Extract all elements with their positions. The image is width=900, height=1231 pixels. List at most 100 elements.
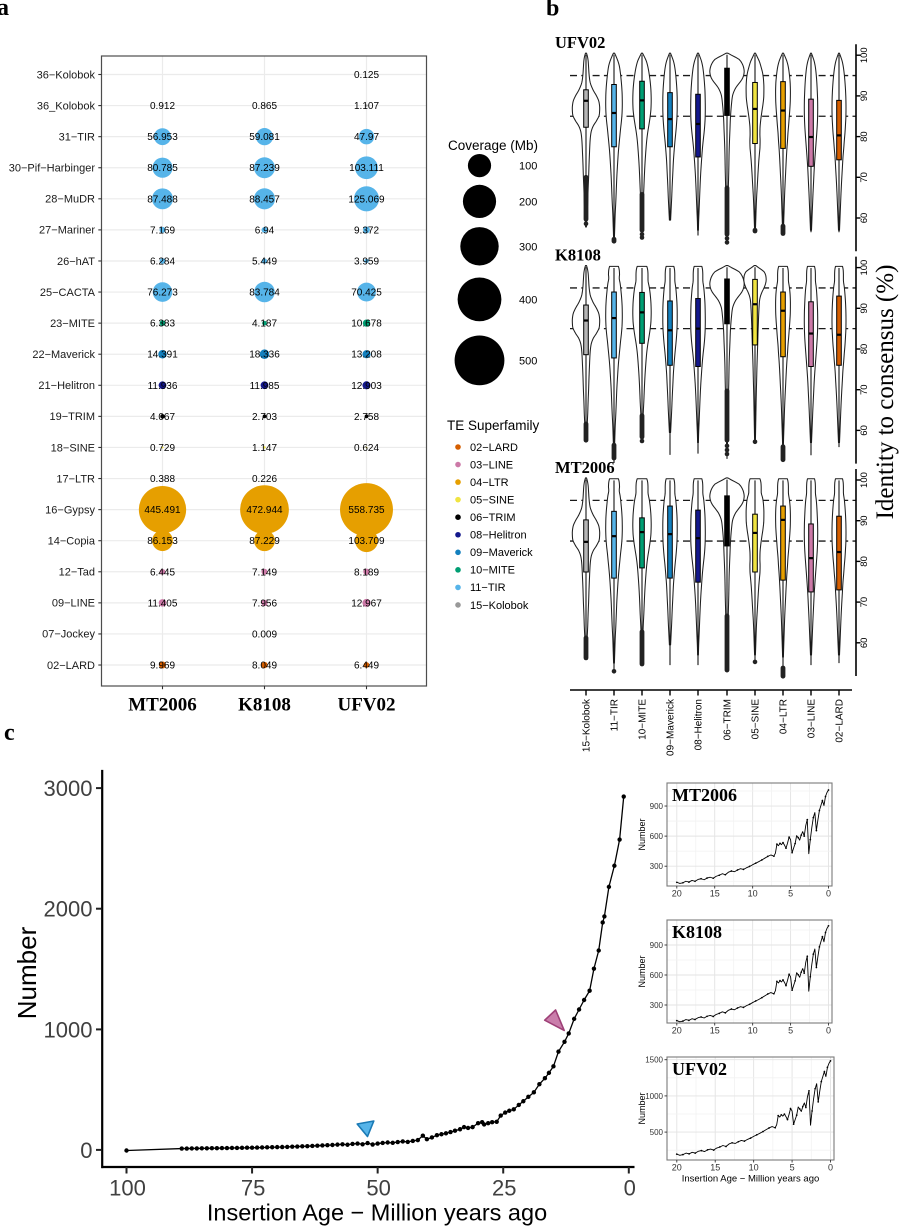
svg-text:21−Helitron: 21−Helitron [38,380,95,392]
svg-text:27−Mariner: 27−Mariner [39,225,95,237]
svg-text:10: 10 [749,1163,759,1173]
svg-text:1.107: 1.107 [354,101,379,112]
svg-text:0: 0 [828,1163,833,1173]
svg-text:0: 0 [624,1176,636,1201]
svg-text:900: 900 [650,802,664,811]
svg-text:K8108: K8108 [672,922,722,942]
svg-text:70.425: 70.425 [351,288,382,299]
svg-text:80.785: 80.785 [147,163,178,174]
svg-text:b: b [546,0,559,22]
svg-text:Insertion Age − Million years: Insertion Age − Million years ago [207,1200,547,1226]
svg-text:K8108: K8108 [238,695,291,716]
svg-text:09−Maverick: 09−Maverick [666,698,677,756]
svg-text:10.678: 10.678 [351,319,382,330]
svg-text:0.865: 0.865 [252,101,277,112]
svg-text:88.457: 88.457 [249,194,280,205]
svg-text:90: 90 [859,515,870,526]
svg-text:60: 60 [859,425,870,436]
svg-text:20: 20 [672,1163,682,1173]
svg-text:5: 5 [788,1026,793,1036]
svg-text:472.944: 472.944 [246,505,283,516]
svg-text:1.147: 1.147 [252,443,277,454]
svg-text:10: 10 [748,889,758,899]
svg-text:06−TRIM: 06−TRIM [470,512,516,524]
svg-text:Number: Number [637,818,647,850]
svg-text:9.969: 9.969 [150,661,175,672]
svg-text:11.405: 11.405 [148,598,178,609]
svg-text:5.449: 5.449 [252,257,277,268]
svg-text:558.735: 558.735 [348,505,385,516]
svg-text:Insertion Age − Million years: Insertion Age − Million years ago [682,1174,820,1185]
svg-text:36_Kolobok: 36_Kolobok [37,100,96,112]
svg-text:0.125: 0.125 [354,70,379,81]
svg-text:16−Gypsy: 16−Gypsy [45,504,95,516]
svg-text:Number: Number [12,926,42,1019]
svg-text:04−LTR: 04−LTR [470,477,509,489]
svg-text:11−TIR: 11−TIR [470,582,506,594]
svg-text:12.903: 12.903 [351,381,382,392]
svg-text:2000: 2000 [44,897,93,922]
svg-text:87.239: 87.239 [249,163,280,174]
svg-text:11.985: 11.985 [250,381,280,392]
svg-text:25−CACTA: 25−CACTA [40,287,96,299]
svg-text:UFV02: UFV02 [555,33,605,52]
svg-text:4.187: 4.187 [252,319,277,330]
svg-text:600: 600 [650,971,664,980]
svg-text:Coverage (Mb): Coverage (Mb) [448,138,538,153]
svg-text:6.445: 6.445 [150,567,175,578]
svg-text:103.709: 103.709 [348,536,385,547]
svg-text:Number: Number [637,955,647,987]
svg-text:70: 70 [859,384,870,395]
svg-text:09−LINE: 09−LINE [52,598,95,610]
svg-text:08−Helitron: 08−Helitron [470,530,527,542]
svg-text:900: 900 [650,941,664,950]
svg-text:0.729: 0.729 [150,443,175,454]
svg-text:02−LARD: 02−LARD [470,442,518,454]
svg-text:22−Maverick: 22−Maverick [32,349,95,361]
svg-text:UFV02: UFV02 [337,695,395,716]
svg-text:20: 20 [672,1026,682,1036]
svg-text:70: 70 [859,597,870,608]
svg-text:28−MuDR: 28−MuDR [45,194,95,206]
svg-text:5: 5 [788,889,793,899]
svg-text:90: 90 [859,303,870,314]
svg-text:100: 100 [109,1176,146,1201]
svg-text:2.703: 2.703 [252,412,277,423]
svg-text:MT2006: MT2006 [555,458,615,477]
svg-text:7.169: 7.169 [150,225,175,236]
svg-text:125.069: 125.069 [348,194,385,205]
svg-text:05−SINE: 05−SINE [751,699,762,740]
svg-text:103.111: 103.111 [349,163,384,174]
svg-text:100: 100 [859,260,870,276]
svg-text:56.953: 56.953 [147,132,178,143]
svg-text:59.081: 59.081 [249,132,280,143]
svg-text:0.009: 0.009 [252,629,277,640]
svg-text:6.383: 6.383 [150,319,175,330]
svg-text:07−Jockey: 07−Jockey [42,629,95,641]
svg-text:15−Kolobok: 15−Kolobok [582,698,593,752]
svg-text:06−TRIM: 06−TRIM [723,699,734,740]
svg-text:80: 80 [859,131,870,142]
svg-text:0: 0 [826,889,831,899]
svg-text:09−Maverick: 09−Maverick [470,547,533,559]
svg-text:87.229: 87.229 [249,536,280,547]
svg-text:15−Kolobok: 15−Kolobok [470,600,529,612]
svg-text:6.94: 6.94 [255,225,275,236]
svg-text:14−Copia: 14−Copia [48,536,96,548]
svg-text:5: 5 [790,1163,795,1173]
svg-text:9.372: 9.372 [354,225,379,236]
svg-text:10−MITE: 10−MITE [470,565,515,577]
svg-text:0: 0 [80,1138,92,1163]
svg-text:0.226: 0.226 [252,474,277,485]
svg-text:12.967: 12.967 [351,598,382,609]
svg-text:13.208: 13.208 [351,350,382,361]
svg-text:0: 0 [826,1026,831,1036]
svg-text:MT2006: MT2006 [672,785,737,805]
svg-text:3.959: 3.959 [354,257,379,268]
svg-text:K8108: K8108 [555,246,601,265]
svg-text:445.491: 445.491 [144,505,181,516]
svg-text:300: 300 [519,241,537,253]
svg-text:Number: Number [637,1092,647,1124]
svg-text:36−Kolobok: 36−Kolobok [37,69,96,81]
svg-text:6.284: 6.284 [150,257,175,268]
